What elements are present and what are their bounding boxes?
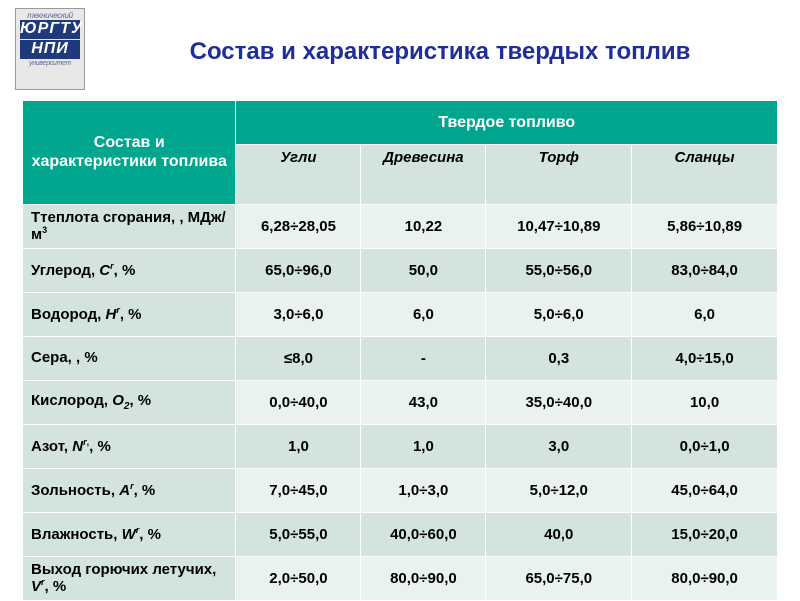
table-row: Зольность, Ar, %7,0÷45,01,0÷3,05,0÷12,04… [23, 469, 778, 513]
value-cell: 40,0 [486, 513, 632, 557]
logo: технический ЮРГТУ НПИ университет [15, 8, 85, 90]
logo-bottom-text: университет [29, 60, 71, 67]
value-cell: 80,0÷90,0 [632, 557, 778, 601]
value-cell: 83,0÷84,0 [632, 249, 778, 293]
fuel-table: Состав и характеристики топлива Твердое … [22, 100, 778, 601]
table-row: Влажность, Wr, %5,0÷55,040,0÷60,040,015,… [23, 513, 778, 557]
value-cell: 55,0÷56,0 [486, 249, 632, 293]
col-header-peat: Торф [486, 145, 632, 205]
value-cell: 6,0 [632, 293, 778, 337]
value-cell: 0,3 [486, 337, 632, 381]
value-cell: 45,0÷64,0 [632, 469, 778, 513]
value-cell: 3,0÷6,0 [236, 293, 361, 337]
value-cell: 2,0÷50,0 [236, 557, 361, 601]
fuel-table-wrap: Состав и характеристики топлива Твердое … [22, 100, 778, 601]
col-header-fuel-group: Твердое топливо [236, 101, 778, 145]
value-cell: 10,47÷10,89 [486, 205, 632, 249]
table-row: Выход горючих летучих, Vr, %2,0÷50,080,0… [23, 557, 778, 601]
value-cell: 10,22 [361, 205, 486, 249]
param-cell: Сера, , % [23, 337, 236, 381]
value-cell: ≤8,0 [236, 337, 361, 381]
value-cell: 43,0 [361, 381, 486, 425]
param-cell: Зольность, Ar, % [23, 469, 236, 513]
value-cell: 40,0÷60,0 [361, 513, 486, 557]
value-cell: 50,0 [361, 249, 486, 293]
value-cell: 10,0 [632, 381, 778, 425]
value-cell: 5,0÷55,0 [236, 513, 361, 557]
logo-top-text: технический [27, 11, 73, 20]
col-header-params: Состав и характеристики топлива [23, 101, 236, 205]
table-row: Ттеплота сгорания, , МДж/м36,28÷28,0510,… [23, 205, 778, 249]
table-row: Азот, Nr,, %1,01,03,00,0÷1,0 [23, 425, 778, 469]
value-cell: 5,0÷6,0 [486, 293, 632, 337]
table-row: Сера, , %≤8,0-0,34,0÷15,0 [23, 337, 778, 381]
col-header-wood: Древесина [361, 145, 486, 205]
value-cell: 3,0 [486, 425, 632, 469]
param-cell: Углерод, Cr, % [23, 249, 236, 293]
value-cell: 7,0÷45,0 [236, 469, 361, 513]
value-cell: 5,0÷12,0 [486, 469, 632, 513]
value-cell: 1,0÷3,0 [361, 469, 486, 513]
col-header-coal: Угли [236, 145, 361, 205]
param-cell: Водород, Hr, % [23, 293, 236, 337]
param-cell: Ттеплота сгорания, , МДж/м3 [23, 205, 236, 249]
param-cell: Азот, Nr,, % [23, 425, 236, 469]
value-cell: 1,0 [236, 425, 361, 469]
col-header-shale: Сланцы [632, 145, 778, 205]
logo-mid1: ЮРГТУ [20, 20, 80, 39]
table-row: Кислород, O2, %0,0÷40,043,035,0÷40,010,0 [23, 381, 778, 425]
param-cell: Кислород, O2, % [23, 381, 236, 425]
param-cell: Влажность, Wr, % [23, 513, 236, 557]
value-cell: 15,0÷20,0 [632, 513, 778, 557]
param-cell: Выход горючих летучих, Vr, % [23, 557, 236, 601]
value-cell: - [361, 337, 486, 381]
slide-title: Состав и характеристика твердых топлив [100, 38, 780, 66]
table-row: Водород, Hr, %3,0÷6,06,05,0÷6,06,0 [23, 293, 778, 337]
value-cell: 65,0÷96,0 [236, 249, 361, 293]
logo-mid2: НПИ [20, 40, 80, 59]
value-cell: 4,0÷15,0 [632, 337, 778, 381]
value-cell: 6,0 [361, 293, 486, 337]
value-cell: 1,0 [361, 425, 486, 469]
value-cell: 35,0÷40,0 [486, 381, 632, 425]
value-cell: 65,0÷75,0 [486, 557, 632, 601]
value-cell: 6,28÷28,05 [236, 205, 361, 249]
table-row: Углерод, Cr, %65,0÷96,050,055,0÷56,083,0… [23, 249, 778, 293]
fuel-table-body: Ттеплота сгорания, , МДж/м36,28÷28,0510,… [23, 205, 778, 601]
value-cell: 5,86÷10,89 [632, 205, 778, 249]
value-cell: 0,0÷40,0 [236, 381, 361, 425]
value-cell: 0,0÷1,0 [632, 425, 778, 469]
value-cell: 80,0÷90,0 [361, 557, 486, 601]
